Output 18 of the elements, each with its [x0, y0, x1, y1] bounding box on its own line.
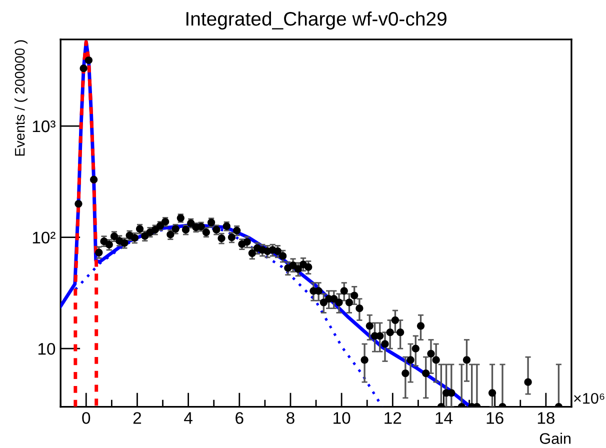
text: ×10⁶ — [574, 392, 604, 404]
x-tick-label: 18 — [538, 412, 554, 424]
y-axis-title: Events / ( 200000 ) — [14, 40, 28, 156]
x-tick-label: 16 — [486, 412, 504, 424]
y-tick-label: 10³ — [32, 120, 56, 132]
x-tick-label: 6 — [236, 412, 244, 424]
x-tick-label: 12 — [384, 412, 402, 424]
x-tick-label: 4 — [184, 412, 192, 424]
x-tick-label: 10 — [334, 412, 350, 424]
x-tick-label: 8 — [286, 412, 294, 424]
y-tick-label: 10 — [38, 342, 56, 355]
x-tick-label: 14 — [436, 412, 453, 424]
chart-title: Integrated_Charge wf-v0-ch29 — [186, 11, 446, 30]
x-tick-label: 0 — [82, 412, 90, 424]
x-axis-title: Gain — [540, 432, 570, 444]
x-tick-label: 2 — [133, 412, 142, 424]
line-series — [74, 40, 98, 407]
y-tick-label: 10² — [32, 232, 56, 244]
